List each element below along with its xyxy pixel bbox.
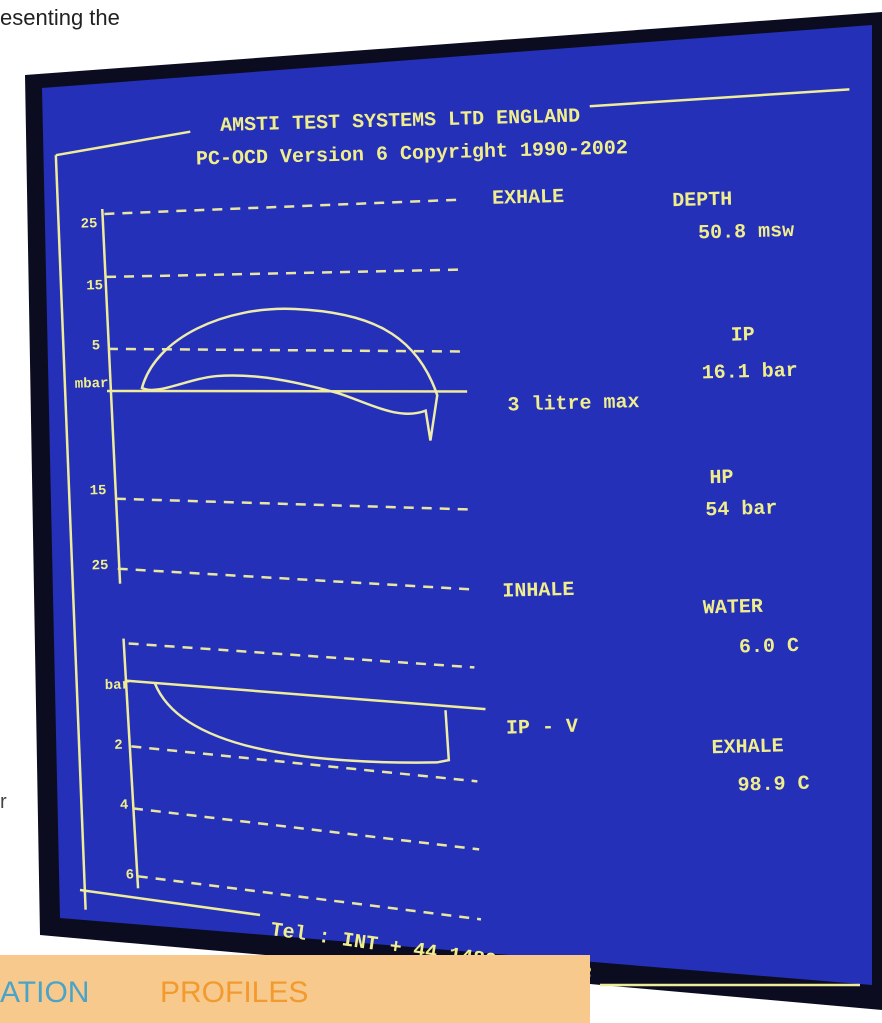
left-text: r [0, 791, 7, 813]
plot-note: 3 litre max [507, 391, 640, 417]
y-label: 4 [120, 798, 129, 814]
y-label: 25 [80, 216, 97, 232]
y-label: mbar [75, 376, 109, 393]
page: esenting the r AMSTI TEST SYSTEMS LTD EN… [0, 0, 882, 1023]
top-text: esenting the [0, 5, 120, 30]
reading-value: 6.0 C [739, 635, 800, 660]
reading-label: IP [731, 324, 756, 348]
y-label: bar [105, 677, 131, 694]
y-label: 2 [114, 738, 123, 754]
plot-label: INHALE [502, 579, 575, 604]
y-label: 5 [92, 338, 101, 354]
nav-item[interactable]: PROFILES [160, 976, 308, 1009]
reading-label: DEPTH [672, 189, 733, 214]
reading-label: WATER [703, 596, 764, 621]
reading-label: HP [709, 467, 734, 491]
reading-value: 16.1 bar [701, 360, 798, 386]
y-label: 25 [91, 558, 108, 574]
scene: esenting the r AMSTI TEST SYSTEMS LTD EN… [0, 0, 882, 1023]
y-label: 6 [126, 867, 135, 883]
y-label: 15 [86, 278, 103, 294]
reading-value: 54 bar [705, 497, 778, 522]
nav-item[interactable]: ATION [0, 976, 89, 1009]
plot-label: EXHALE [492, 186, 565, 211]
reading-value: 50.8 msw [698, 220, 795, 246]
reading-label: EXHALE [711, 735, 784, 760]
y-label: 15 [89, 483, 106, 499]
plot-label: IP - V [506, 716, 579, 741]
reading-value: 98.9 C [737, 773, 810, 798]
